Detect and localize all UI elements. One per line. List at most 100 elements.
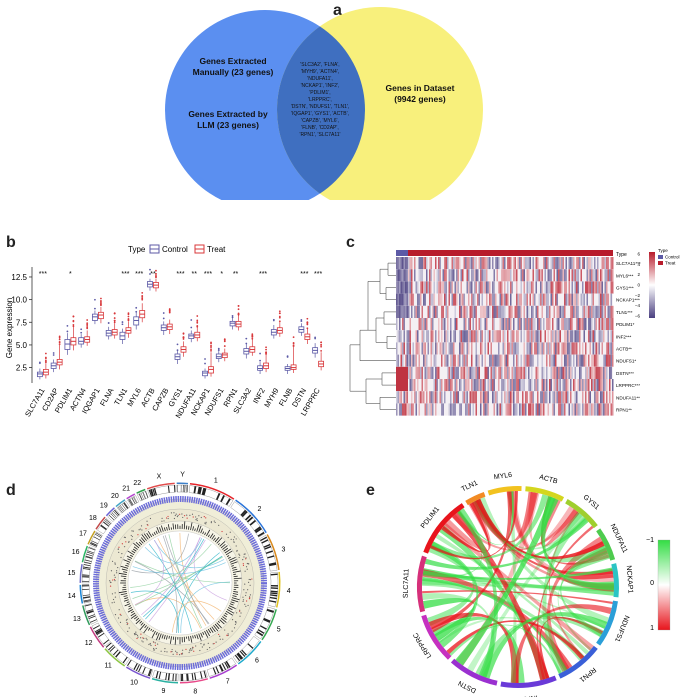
- heatmap-cell: [477, 269, 479, 282]
- outlier-point: [237, 304, 240, 307]
- outlier-point: [231, 315, 234, 317]
- heatmap-cell: [612, 391, 614, 404]
- heatmap-cell: [495, 257, 497, 270]
- chromosome-color-arc: [237, 641, 262, 665]
- heatmap-cell: [589, 305, 591, 318]
- heatmap-cell: [459, 403, 461, 416]
- heatmap-cell: [576, 391, 578, 404]
- scatter-point: [203, 643, 205, 645]
- cytoband: [94, 533, 102, 538]
- heatmap-cell: [433, 269, 435, 282]
- scatter-point: [178, 654, 181, 656]
- heatmap-cell: [399, 281, 401, 294]
- heatmap-cell: [561, 391, 563, 404]
- heatmap-cell: [508, 342, 510, 355]
- heatmap-cell: [597, 305, 599, 318]
- legend-treat-label: Treat: [207, 245, 226, 254]
- cytoband: [96, 630, 103, 636]
- x-tick-label: MYH9: [262, 387, 280, 410]
- heatmap-cell: [525, 391, 527, 404]
- heatmap-cell: [585, 403, 587, 416]
- heatmap-cell: [493, 403, 495, 416]
- scatter-point: [215, 641, 217, 643]
- heatmap-cell: [532, 403, 534, 416]
- heatmap-cell: [468, 342, 470, 355]
- heatmap-cell: [487, 305, 489, 318]
- cytoband: [83, 564, 91, 567]
- heatmap-cell: [444, 257, 446, 270]
- cytoband: [119, 505, 125, 512]
- heatmap-cell: [520, 403, 522, 416]
- cytoband: [117, 507, 123, 513]
- heatmap-cell: [450, 366, 452, 379]
- chromosome-label: 21: [122, 486, 130, 493]
- heatmap-cell: [445, 342, 447, 355]
- scatter-point: [114, 614, 117, 616]
- histogram-bar: [150, 628, 153, 632]
- histogram-bar: [131, 550, 136, 554]
- heatmap-cell: [600, 379, 602, 392]
- cytoband: [95, 532, 103, 537]
- gene-arc: [487, 486, 522, 496]
- scatter-point: [189, 649, 191, 651]
- heatmap-cell: [451, 293, 453, 306]
- heatmap-cell: [565, 281, 567, 294]
- histogram-bar: [223, 614, 227, 618]
- correlation-chord: [456, 491, 540, 666]
- scatter-point: [118, 546, 120, 548]
- heatmap-cell: [501, 305, 503, 318]
- scatter-point: [246, 600, 248, 602]
- cytoband: [241, 510, 248, 518]
- chromosome-label: 14: [68, 593, 76, 600]
- significance-label: **: [233, 271, 239, 278]
- heatmap-cell: [489, 354, 491, 367]
- histogram-bar: [118, 572, 127, 575]
- outlier-point: [58, 343, 61, 346]
- heatmap-cell: [598, 379, 600, 392]
- cytoband: [180, 673, 182, 681]
- heatmap-cell: [418, 391, 420, 404]
- correlation-chord: [471, 491, 538, 543]
- scatter-point: [117, 548, 119, 550]
- scatter-point: [248, 598, 251, 600]
- heatmap-cell: [460, 269, 462, 282]
- scatter-point: [141, 640, 143, 642]
- chromosome-color-arc: [87, 530, 96, 545]
- heatmap-cell: [568, 257, 570, 270]
- heatmap-cell: [423, 257, 425, 270]
- heatmap-cell: [525, 366, 527, 379]
- heatmap-cell: [532, 330, 534, 343]
- heatmap-cell: [456, 318, 458, 331]
- outlier-point: [44, 361, 47, 364]
- heatmap-cell: [397, 305, 399, 318]
- heatmap-cell: [460, 305, 462, 318]
- heatmap-cell: [409, 342, 411, 355]
- heatmap-cell: [432, 305, 434, 318]
- heatmap-cell: [538, 342, 540, 355]
- heatmap-cell: [592, 342, 594, 355]
- scatter-point: [189, 514, 191, 516]
- heatmap-cell: [481, 257, 483, 270]
- heatmap-cell: [597, 366, 599, 379]
- heatmap-cell: [424, 342, 426, 355]
- heatmap-cell: [453, 366, 455, 379]
- outlier-point: [100, 300, 102, 302]
- heatmap-cell: [435, 330, 437, 343]
- heatmap-cell: [556, 391, 558, 404]
- heatmap-cell: [597, 379, 599, 392]
- heatmap-cell: [481, 305, 483, 318]
- gene-label: TLN1: [460, 480, 479, 494]
- heatmap-cell: [558, 366, 560, 379]
- heatmap-cell: [454, 403, 456, 416]
- heatmap-cell: [459, 342, 461, 355]
- outlier-point: [306, 323, 309, 326]
- heatmap-cell: [508, 318, 510, 331]
- heatmap-cell: [453, 403, 455, 416]
- heatmap-cell: [526, 305, 528, 318]
- cytoband: [263, 618, 271, 623]
- heatmap-cell: [487, 391, 489, 404]
- heatmap-cell: [555, 293, 557, 306]
- histogram-bar: [121, 568, 128, 571]
- heatmap-cell: [487, 257, 489, 270]
- heatmap-cell: [409, 403, 411, 416]
